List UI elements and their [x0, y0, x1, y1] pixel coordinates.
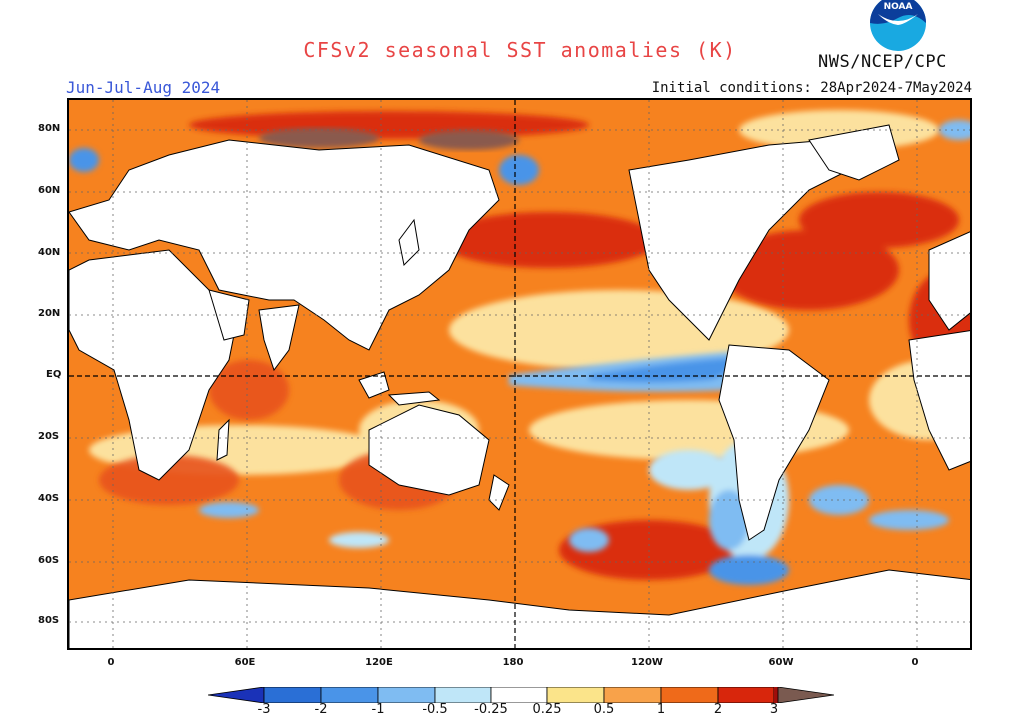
colorbar-tick: -0.5 — [422, 702, 448, 717]
colorbar-segment — [263, 687, 322, 703]
lat-label: 80N — [38, 123, 61, 134]
grid-lines — [69, 100, 970, 648]
colorbar-tick: 1 — [656, 702, 666, 717]
lat-label: EQ — [46, 369, 62, 380]
lon-label: 60E — [234, 657, 256, 668]
colorbar-segment — [320, 687, 379, 703]
colorbar-tick: 2 — [713, 702, 723, 717]
reference-lines — [69, 100, 970, 648]
map-canvas — [69, 100, 970, 648]
colorbar-segment — [377, 687, 436, 703]
logo-text: NOAA — [884, 2, 913, 12]
lat-label: 40S — [38, 493, 60, 504]
colorbar-tick: 0.25 — [532, 702, 562, 717]
colorbar-tick: -2 — [314, 702, 328, 717]
colorbar-segment — [717, 687, 775, 703]
lat-label: 40N — [38, 247, 61, 258]
colorbar-segment — [490, 687, 548, 703]
lon-label: 0 — [107, 657, 115, 668]
lon-label: 120W — [631, 657, 663, 668]
colorbar-segment — [660, 687, 719, 703]
colorbar-tick: -0.25 — [474, 702, 508, 717]
agency-label: NWS/NCEP/CPC — [818, 52, 947, 72]
colorbar-tick: 3 — [769, 702, 779, 717]
lon-label: 180 — [502, 657, 524, 668]
lon-label: 60W — [768, 657, 794, 668]
lat-label: 20S — [38, 431, 60, 442]
initial-conditions-label: Initial conditions: 28Apr2024-7May2024 — [651, 80, 972, 96]
colorbar-tick: -1 — [371, 702, 385, 717]
sst-anomaly-map — [67, 98, 972, 650]
lat-label: 60S — [38, 555, 60, 566]
lon-label: 0 — [911, 657, 919, 668]
colorbar-segment — [774, 687, 778, 703]
colorbar-tick: -3 — [257, 702, 271, 717]
lat-label: 60N — [38, 185, 61, 196]
colorbar-segment — [777, 687, 834, 703]
map-title: CFSv2 seasonal SST anomalies (K) — [303, 38, 737, 62]
noaa-logo-icon: NOAA — [870, 0, 926, 51]
lat-label: 80S — [38, 615, 60, 626]
colorbar-segment — [546, 687, 605, 703]
lat-label: 20N — [38, 308, 61, 319]
continents — [69, 124, 970, 648]
colorbar — [208, 687, 834, 703]
colorbar-tick: 0.5 — [593, 702, 615, 717]
lon-label: 120E — [365, 657, 393, 668]
colorbar-segment — [603, 687, 662, 703]
colorbar-segment — [208, 687, 265, 703]
colorbar-segment — [434, 687, 492, 703]
season-label: Jun-Jul-Aug 2024 — [66, 78, 221, 97]
